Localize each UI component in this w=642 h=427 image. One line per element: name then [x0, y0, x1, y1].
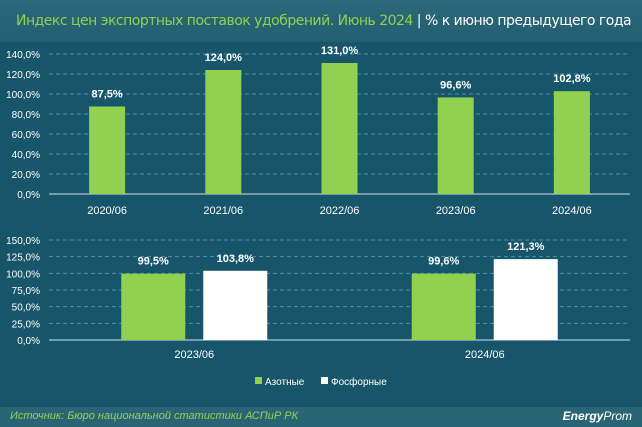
x-tick-label: 2023/06 [174, 349, 214, 361]
data-label: 87,5% [91, 89, 122, 101]
data-label: 131,0% [321, 45, 359, 57]
bar-2024/06 [553, 91, 590, 194]
energyprom-logo: EnergyProm [562, 409, 632, 423]
title-separator: | [416, 13, 422, 29]
x-tick-label: 2022/06 [320, 205, 360, 217]
data-label: 99,6% [428, 256, 459, 268]
data-label: 124,0% [205, 52, 243, 64]
y-tick-label: 60,0% [12, 130, 40, 141]
y-tick-label: 100,0% [6, 90, 40, 101]
bar-2022/06 [321, 63, 358, 194]
bar-2024/06-phosphate [493, 259, 558, 340]
y-tick-label: 80,0% [12, 110, 40, 121]
bar-2023/06-nitrogen [121, 273, 186, 340]
bar-2023/06 [437, 97, 474, 194]
y-tick-label: 140,0% [6, 50, 40, 61]
bar-2020/06 [89, 106, 126, 194]
title-main: Индекс цен экспортных поставок удобрений… [16, 13, 413, 29]
data-label: 96,6% [440, 79, 471, 91]
chart-title: Индекс цен экспортных поставок удобрений… [16, 13, 632, 29]
y-tick-label: 50,0% [12, 303, 40, 314]
data-label: 99,5% [138, 256, 169, 268]
x-tick-label: 2021/06 [203, 205, 243, 217]
x-tick-label: 2023/06 [436, 205, 476, 217]
y-tick-label: 25,0% [12, 319, 40, 330]
y-tick-label: 150,0% [6, 236, 40, 247]
y-tick-label: 0,0% [17, 190, 40, 201]
legend-label: Азотные [265, 377, 305, 388]
x-tick-label: 2024/06 [465, 349, 505, 361]
header: Индекс цен экспортных поставок удобрений… [0, 0, 642, 42]
legend-swatch-0 [255, 377, 262, 384]
data-label: 121,3% [507, 241, 545, 253]
y-tick-label: 75,0% [12, 286, 40, 297]
y-tick-label: 20,0% [12, 170, 40, 181]
bar-2024/06-nitrogen [411, 273, 476, 340]
title-subtitle: % к июню предыдущего года [424, 13, 632, 29]
data-label: 102,8% [553, 73, 591, 85]
x-tick-label: 2024/06 [552, 205, 592, 217]
legend-label: Фосфорные [331, 376, 387, 388]
y-tick-label: 100,0% [6, 269, 40, 280]
x-tick-label: 2020/06 [87, 205, 127, 217]
y-tick-label: 125,0% [6, 253, 40, 264]
bar-2023/06-phosphate [203, 270, 268, 340]
data-label: 103,8% [217, 253, 255, 265]
y-tick-label: 0,0% [17, 336, 40, 347]
y-tick-label: 40,0% [12, 150, 40, 161]
bar-2021/06 [205, 70, 242, 194]
footer: Источник: Бюро национальной статистики А… [0, 407, 642, 427]
legend-swatch-1 [321, 377, 328, 384]
y-tick-label: 120,0% [6, 70, 40, 81]
source-note: Источник: Бюро национальной статистики А… [10, 410, 299, 422]
